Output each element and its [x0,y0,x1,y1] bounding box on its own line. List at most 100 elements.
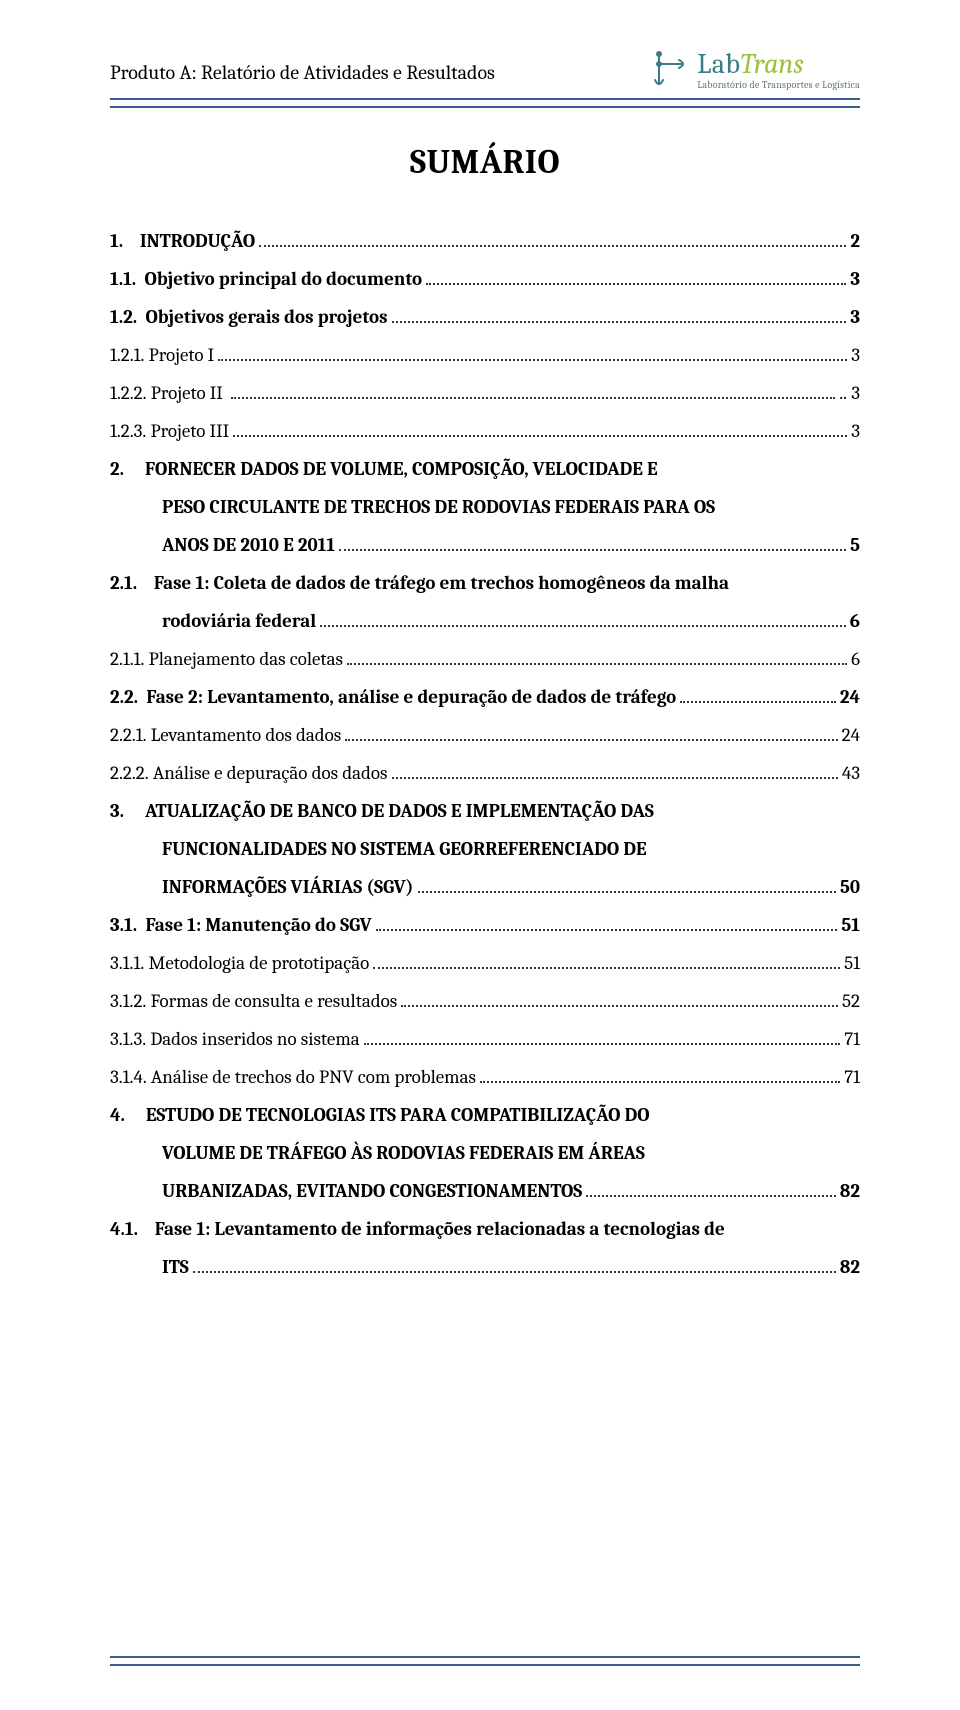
toc-label: Projeto II [151,374,223,412]
toc-leader [193,1254,836,1273]
toc-leader [418,874,836,893]
toc-label-line: FUNCIONALIDADES NO SISTEMA GEORREFERENCI… [162,838,647,860]
labtrans-logo-icon [653,50,691,90]
doc-title: Produto A: Relatório de Atividades e Res… [110,61,495,90]
toc-entry: 1. INTRODUÇÃO 2 [110,222,860,260]
toc-label-line: INFORMAÇÕES VIÁRIAS (SGV) [162,868,414,906]
toc-entry: 2.2.1. Levantamento dos dados 24 [110,716,860,754]
toc-page: 3 [851,412,860,450]
toc-page: 51 [841,906,860,944]
toc-page: 52 [842,982,860,1020]
toc-label-line: VOLUME DE TRÁFEGO ÀS RODOVIAS FEDERAIS E… [162,1142,645,1164]
toc-entry: 3. ATUALIZAÇÃO DE BANCO DE DADOS E IMPLE… [110,792,860,906]
toc-num: 3.1. [110,906,137,944]
toc-num: 1.2.3. [110,412,146,450]
toc-num: 3.1.1. [110,944,144,982]
toc-leader [347,646,847,665]
toc-label-line: FORNECER DADOS DE VOLUME, COMPOSIÇÃO, VE… [145,458,658,480]
toc-entry: 4. ESTUDO DE TECNOLOGIAS ITS PARA COMPAT… [110,1096,860,1210]
toc-leader [231,380,835,399]
header-double-rule [110,98,860,108]
toc-entry: 2. FORNECER DADOS DE VOLUME, COMPOSIÇÃO,… [110,450,860,564]
toc-entry: 3.1.3. Dados inseridos no sistema 71 [110,1020,860,1058]
toc-page: 24 [840,678,860,716]
toc-label: Formas de consulta e resultados [151,982,398,1020]
toc-num: 3.1.2. [110,982,146,1020]
toc-num: 4. [110,1104,125,1126]
toc-leader [376,912,838,931]
toc-entry: 3.1.1. Metodologia de prototipação 51 [110,944,860,982]
toc-num: 3.1.4. [110,1058,147,1096]
toc-num: 2.2.1. [110,716,147,754]
toc-leader [373,950,840,969]
toc-num: 2.2. [110,678,138,716]
toc-entry: 1.1. Objetivo principal do documento 3 [110,260,860,298]
toc-label: Objetivo principal do documento [145,260,423,298]
toc-entry: 1.2.1. Projeto I 3 [110,336,860,374]
toc-page: 51 [844,944,860,982]
logo-lab: Lab [697,48,740,80]
toc-leader [259,228,846,247]
toc-page: 3 [851,336,860,374]
toc-title: SUMÁRIO [110,142,860,182]
toc-label-line: ITS [162,1248,189,1286]
toc-label-line: Fase 1: Coleta de dados de tráfego em tr… [154,572,729,594]
logo-wordmark: LabTrans [697,50,860,78]
page: Produto A: Relatório de Atividades e Res… [0,0,960,1710]
toc-num: 4.1. [110,1218,138,1240]
toc-leader [339,532,846,551]
toc-label-line: ESTUDO DE TECNOLOGIAS ITS PARA COMPATIBI… [146,1104,650,1126]
toc-label: Metodologia de prototipação [148,944,369,982]
toc-label-line: URBANIZADAS, EVITANDO CONGESTIONAMENTOS [162,1172,582,1210]
toc-page: 24 [842,716,860,754]
toc-entry: 4.1. Fase 1: Levantamento de informações… [110,1210,860,1286]
toc-label-line: Fase 1: Levantamento de informações rela… [155,1218,725,1240]
logo-subtitle: Laboratório de Transportes e Logística [697,80,860,90]
toc-label: Planejamento das coletas [149,640,343,678]
toc-entry: 3.1. Fase 1: Manutenção do SGV 51 [110,906,860,944]
toc-leader [233,418,847,437]
toc-leader [426,266,846,285]
toc-leader [392,760,838,779]
toc-page: 50 [840,868,860,906]
toc-page: 3 [851,374,860,412]
toc-entry: 2.1.1. Planejamento das coletas 6 [110,640,860,678]
toc-leader [401,988,838,1007]
toc-label: Análise de trechos do PNV com problemas [151,1058,476,1096]
toc-leader [345,722,837,741]
toc-label-line: ATUALIZAÇÃO DE BANCO DE DADOS E IMPLEMEN… [145,800,654,822]
page-header: Produto A: Relatório de Atividades e Res… [110,50,860,90]
labtrans-logo-text: LabTrans Laboratório de Transportes e Lo… [697,50,860,90]
toc-leader [680,684,836,703]
toc-leader [392,304,847,323]
toc-leader [480,1064,840,1083]
toc-entry: 2.2. Fase 2: Levantamento, análise e dep… [110,678,860,716]
toc-num: 3.1.3. [110,1020,146,1058]
toc-label: Fase 1: Manutenção do SGV [145,906,371,944]
toc-label-line: rodoviária federal [162,602,316,640]
toc-label: INTRODUÇÃO [140,222,255,260]
logo-trans: Trans [740,48,803,80]
toc-entry: 1.2. Objetivos gerais dos projetos 3 [110,298,860,336]
toc-entry: 2.1. Fase 1: Coleta de dados de tráfego … [110,564,860,640]
toc-leader [364,1026,840,1045]
toc-num: 2.2.2. [110,754,149,792]
footer-double-rule [110,1656,860,1666]
toc-label-line: PESO CIRCULANTE DE TRECHOS DE RODOVIAS F… [162,496,715,518]
toc-num: 2.1. [110,572,137,594]
toc-leader [218,342,847,361]
table-of-contents: 1. INTRODUÇÃO 2 1.1. Objetivo principal … [110,222,860,1286]
toc-entry: 3.1.4. Análise de trechos do PNV com pro… [110,1058,860,1096]
toc-label: Análise e depuração dos dados [153,754,388,792]
toc-page: 3 [850,260,860,298]
toc-page: 82 [840,1248,860,1286]
toc-page: 43 [842,754,860,792]
toc-label: Dados inseridos no sistema [150,1020,359,1058]
toc-num: 1. [110,222,123,260]
toc-page: 3 [850,298,860,336]
toc-leader [586,1178,836,1197]
toc-label: Objetivos gerais dos projetos [145,298,387,336]
toc-label: Levantamento dos dados [151,716,342,754]
toc-leader [320,608,846,627]
toc-page: 6 [850,602,860,640]
